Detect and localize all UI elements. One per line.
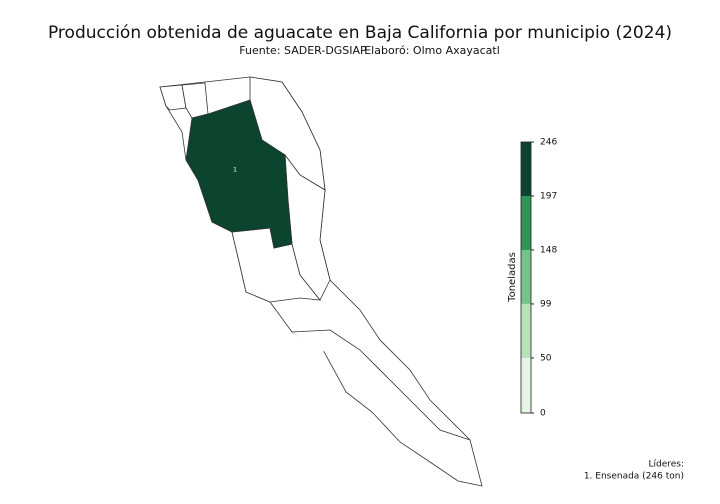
- colorbar-tick-label: 197: [540, 191, 557, 201]
- leader-item: 1. Ensenada (246 ton): [584, 472, 684, 482]
- colorbar-label: Toneladas: [507, 252, 518, 303]
- colorbar-tick-label: 0: [540, 409, 546, 419]
- colorbar-frame: [520, 141, 532, 414]
- colorbar-tick-label: 50: [540, 353, 552, 363]
- colorbar-bin: [521, 249, 531, 304]
- colorbar-bin: [521, 195, 531, 250]
- leaders-title: Líderes:: [648, 460, 684, 470]
- source: Fuente: SADER-DGSIAP: [239, 44, 367, 57]
- colorbar-tick-label: 148: [540, 245, 557, 255]
- colorbar-tick-label: 246: [540, 138, 557, 148]
- colorbar-bin: [521, 142, 531, 196]
- map: 1: [159, 76, 483, 487]
- region-label: 1: [233, 167, 237, 174]
- municipio-ensenada: [185, 99, 293, 249]
- municipio-tijuana: [159, 84, 187, 111]
- bcs-interior: [291, 329, 471, 441]
- colorbar-bin: [521, 357, 531, 413]
- colorbar: Toneladas 0 50 99 148 197 246: [507, 138, 557, 419]
- author: Elaboró: Olmo Axayacatl: [364, 44, 500, 57]
- colorbar-bin: [521, 303, 531, 358]
- title: Producción obtenida de aguacate en Baja …: [48, 23, 672, 43]
- colorbar-tick-label: 99: [540, 299, 552, 309]
